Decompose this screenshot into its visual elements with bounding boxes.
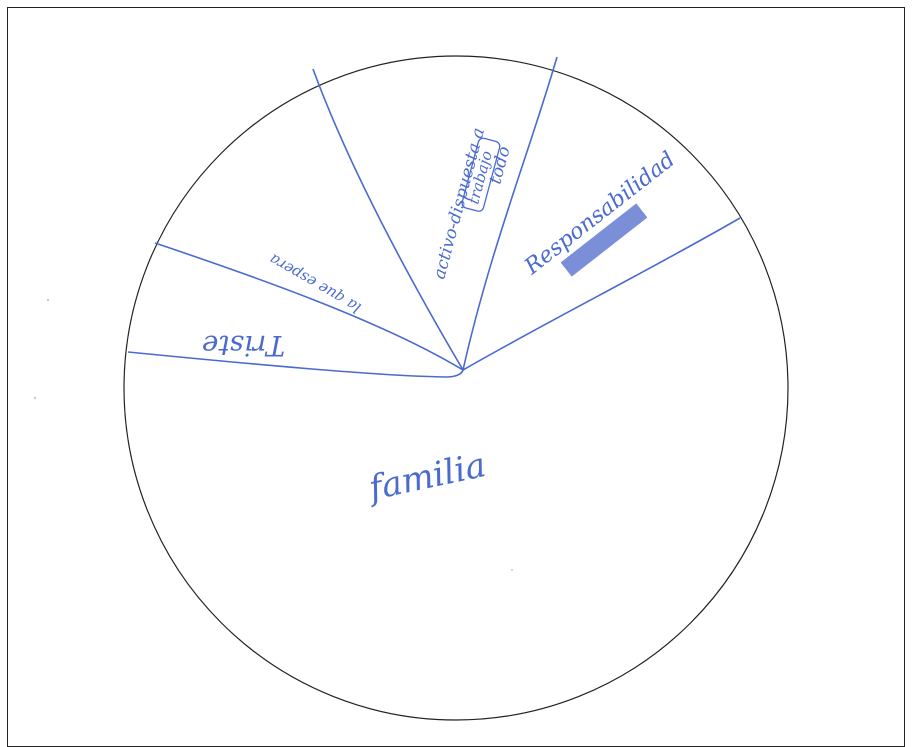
divider-5 [462, 217, 741, 371]
divider-2 [154, 242, 464, 371]
label-responsabilidad: Responsabilidad [520, 147, 681, 280]
divider-4 [462, 56, 558, 371]
pie-circle [123, 55, 789, 721]
trabajo-box [461, 137, 501, 212]
stray-marks [33, 298, 513, 571]
label-todo: todo [486, 144, 515, 186]
label-familia: familia [363, 445, 490, 509]
segment-dividers [127, 56, 741, 378]
divider-1 [127, 351, 464, 378]
redaction-bar [560, 203, 648, 277]
divider-3 [312, 68, 464, 371]
label-triste: Triste [202, 329, 285, 362]
label-la-que-espera: la que espera [266, 250, 364, 317]
